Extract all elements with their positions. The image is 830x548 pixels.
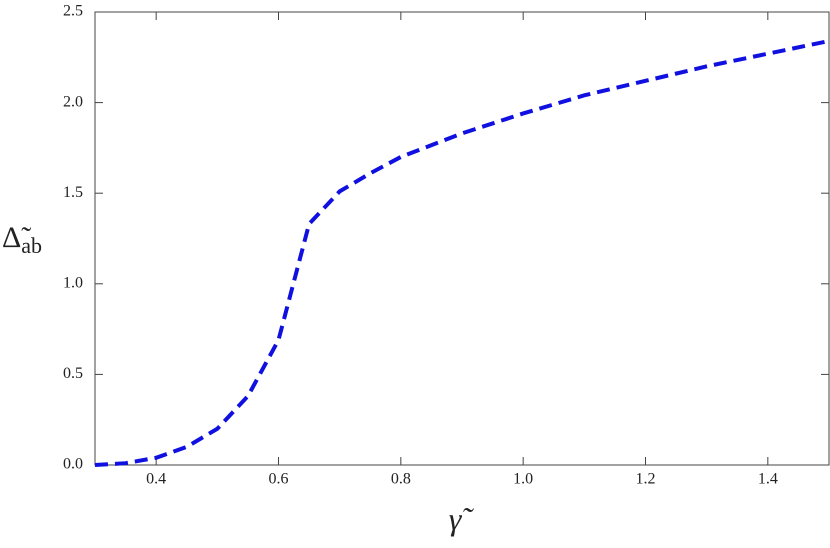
y-tick-label: 2.0 [63, 93, 83, 110]
x-tick-label: 0.4 [146, 471, 166, 488]
y-axis-label: Δ̃ab [2, 221, 42, 258]
x-tick-label: 0.8 [391, 471, 411, 488]
y-tick-label: 1.0 [63, 274, 83, 291]
data-line [94, 39, 830, 467]
x-tick-label: 0.6 [269, 471, 289, 488]
x-axis-label: γ̃ [449, 500, 475, 536]
plot-frame [94, 11, 830, 466]
x-tick-label: 1.0 [513, 471, 533, 488]
x-tick-label: 1.2 [636, 471, 656, 488]
y-label-subscript: ab [21, 233, 42, 258]
y-tick-label: 2.5 [63, 3, 83, 20]
y-tick-label: 1.5 [63, 184, 83, 201]
y-tick-label: 0.0 [63, 456, 83, 473]
y-tick-label: 0.5 [63, 365, 83, 382]
x-tick-label: 1.4 [758, 471, 778, 488]
